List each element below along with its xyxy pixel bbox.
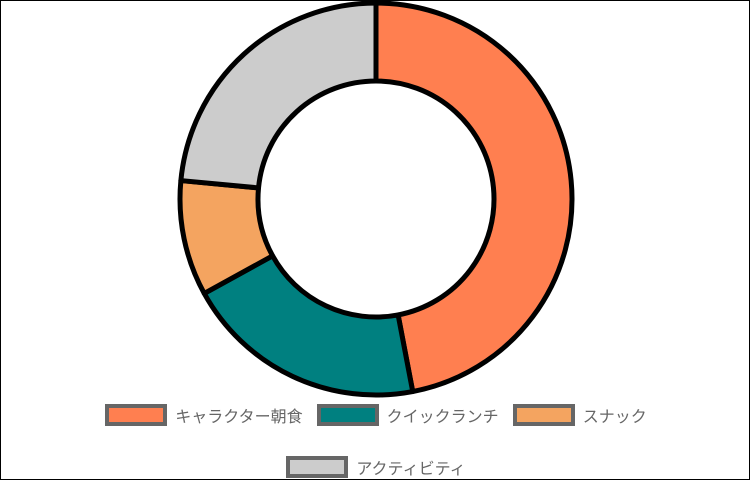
legend-swatch-activity	[286, 456, 349, 478]
legend-item-snack[interactable]: スナック	[512, 404, 647, 426]
legend-label-snack: スナック	[582, 407, 647, 426]
legend-label-activity: アクティビティ	[356, 459, 466, 478]
slice-character-breakfast[interactable]	[373, 1, 575, 395]
legend-swatch-quick-lunch	[316, 404, 379, 426]
legend-item-character-breakfast[interactable]: キャラクター朝食	[105, 404, 303, 426]
legend-label-quick-lunch: クイックランチ	[386, 407, 499, 426]
legend: キャラクター朝食 クイックランチ スナック アクティビティ	[1, 404, 750, 478]
legend-swatch-character-breakfast	[105, 404, 168, 426]
slice-quick-lunch[interactable]	[201, 253, 416, 398]
slice-activity[interactable]	[178, 1, 379, 191]
legend-swatch-snack	[512, 404, 575, 426]
legend-item-activity[interactable]: アクティビティ	[286, 456, 466, 478]
legend-label-character-breakfast: キャラクター朝食	[175, 407, 303, 426]
legend-item-quick-lunch[interactable]: クイックランチ	[316, 404, 499, 426]
